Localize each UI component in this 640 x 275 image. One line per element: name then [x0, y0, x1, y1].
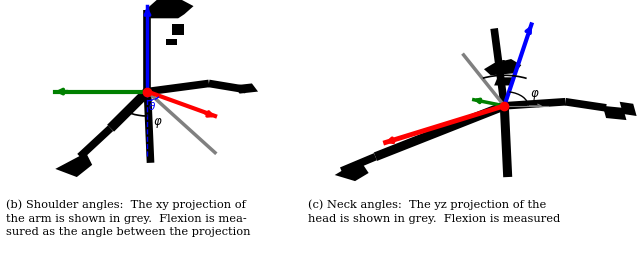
Polygon shape	[620, 102, 637, 116]
Text: $\varphi$: $\varphi$	[154, 116, 163, 130]
Text: (c) Neck angles:  The yz projection of the
head is shown in grey.  Flexion is me: (c) Neck angles: The yz projection of th…	[308, 200, 560, 224]
Polygon shape	[55, 153, 92, 177]
Polygon shape	[484, 59, 521, 75]
Polygon shape	[147, 0, 193, 18]
Polygon shape	[494, 77, 515, 86]
Text: (b) Shoulder angles:  The xy projection of
the arm is shown in grey.  Flexion is: (b) Shoulder angles: The xy projection o…	[6, 200, 250, 237]
Polygon shape	[166, 39, 177, 45]
Text: $\bar{\theta}$: $\bar{\theta}$	[148, 99, 156, 113]
Text: $\varphi$: $\varphi$	[530, 88, 540, 102]
Polygon shape	[335, 163, 369, 181]
Text: $\theta$: $\theta$	[498, 59, 507, 72]
Polygon shape	[603, 106, 627, 120]
Polygon shape	[172, 24, 184, 35]
Polygon shape	[234, 83, 258, 94]
